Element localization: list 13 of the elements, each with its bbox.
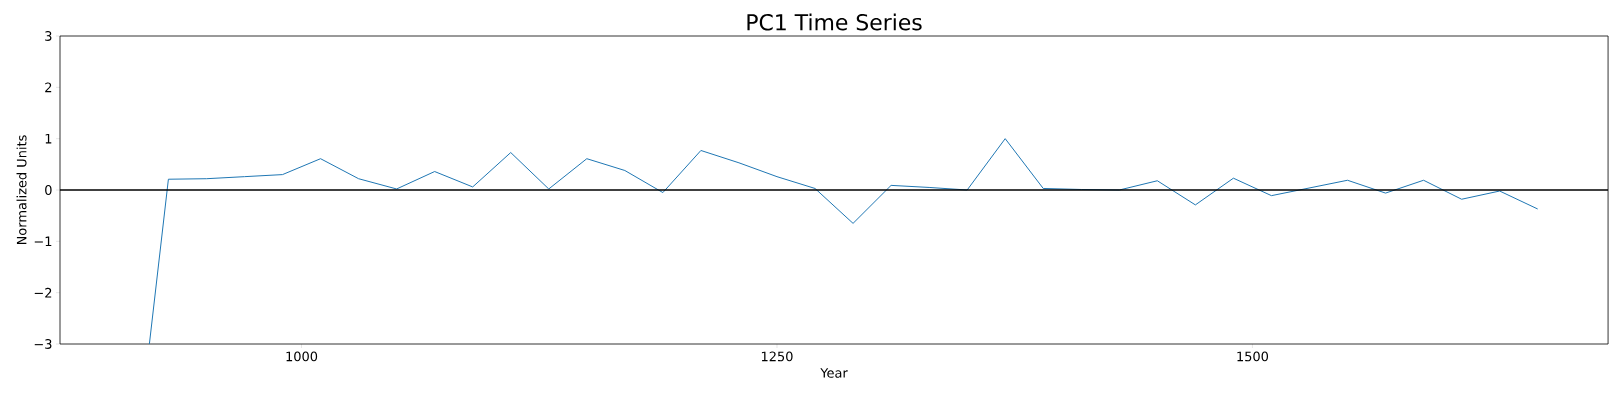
x-axis-title: Year <box>820 368 848 378</box>
x-tick-label: 1250 <box>761 351 793 362</box>
y-tick-label: 1 <box>45 133 52 144</box>
x-tick-label: 1000 <box>286 351 318 362</box>
chart-title: PC1 Time Series <box>747 13 922 31</box>
y-tick-label: 0 <box>45 185 52 195</box>
y-axis-title: Normalized Units <box>16 135 27 245</box>
y-tick-label: −2 <box>34 287 52 298</box>
y-tick-label: 3 <box>45 31 52 41</box>
y-tick-label: −1 <box>34 236 52 247</box>
y-tick-label: −3 <box>34 339 52 349</box>
y-tick-label: 2 <box>45 82 52 93</box>
x-tick-label: 1500 <box>1237 351 1269 362</box>
